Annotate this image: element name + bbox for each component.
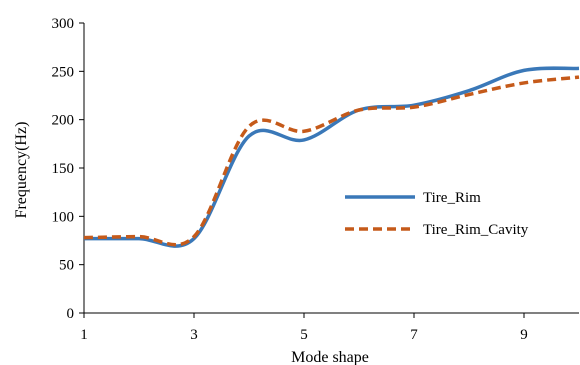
legend-label-tire-rim: Tire_Rim	[423, 190, 481, 206]
y-tick-label: 300	[52, 16, 75, 32]
y-tick-label: 100	[52, 209, 75, 225]
series-line-tire-rim	[84, 66, 580, 248]
y-tick-label: 0	[67, 306, 75, 322]
legend-label-tire-rim-cavity: Tire_Rim_Cavity	[423, 222, 529, 238]
y-tick-label: 250	[52, 64, 75, 80]
legend: Tire_Rim Tire_Rim_Cavity	[345, 190, 529, 238]
x-axis-title: Mode shape	[291, 349, 369, 365]
x-ticks: 1 3 5 7 9	[80, 313, 528, 343]
y-tick-label: 150	[52, 161, 75, 177]
y-tick-label: 50	[59, 258, 74, 274]
axes	[83, 23, 579, 314]
x-tick-label: 9	[520, 327, 528, 343]
y-tick-label: 200	[52, 113, 75, 129]
x-tick-label: 5	[300, 327, 308, 343]
x-tick-label: 3	[190, 327, 198, 343]
series-line-tire-rim-cavity	[83, 75, 580, 247]
x-tick-label: 1	[80, 327, 88, 343]
series-layer	[83, 66, 580, 248]
y-axis-title: Frequency(Hz)	[13, 122, 30, 219]
y-ticks: 0 50 100 150 200 250 300	[52, 16, 84, 322]
x-tick-label: 7	[410, 327, 418, 343]
